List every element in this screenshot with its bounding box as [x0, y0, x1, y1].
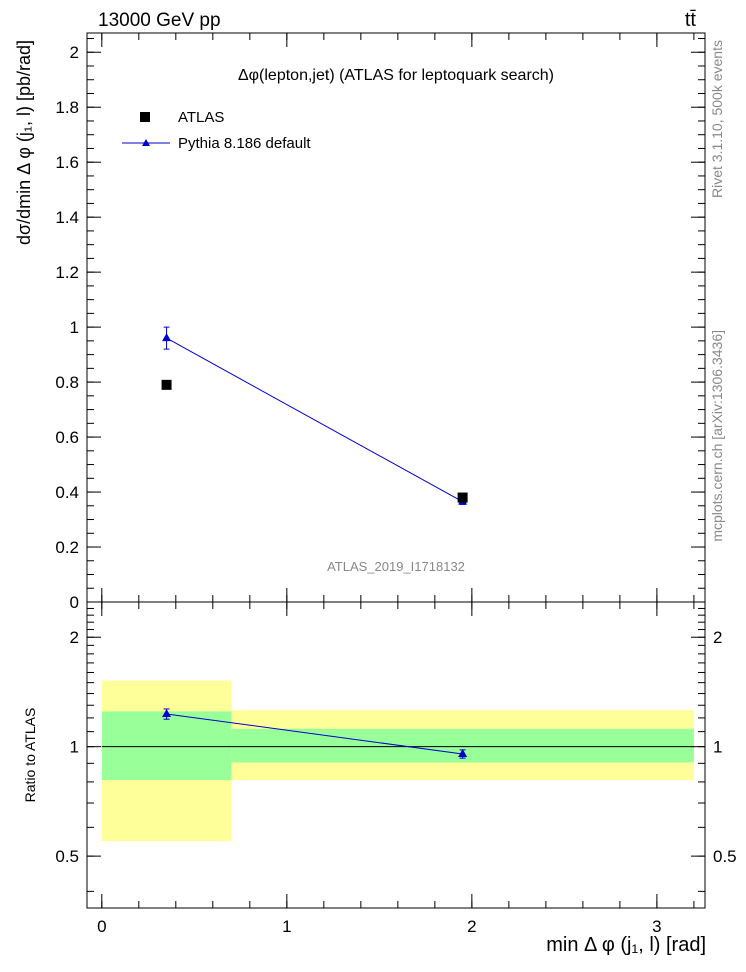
ratio-band-inner-0	[101, 711, 232, 780]
atlas-point	[161, 379, 172, 390]
analysis-label: ATLAS_2019_I1718132	[327, 559, 465, 574]
pythia-series-line	[166, 337, 463, 503]
data-marks	[161, 326, 468, 759]
legend-atlas-marker	[140, 112, 150, 122]
main-y-tick-label: 1	[70, 318, 79, 337]
x-axis-label: min Δ φ (j₁, l) [rad]	[546, 934, 706, 956]
main-y-tick-label: 1.2	[55, 263, 79, 282]
main-y-tick-label: 1.8	[55, 98, 79, 117]
ratio-panel-frame	[86, 601, 706, 909]
ratio-y-tick-label-right: 1	[713, 738, 722, 757]
x-tick-label: 1	[282, 917, 291, 936]
atlas-point	[457, 492, 468, 503]
main-y-tick-label: 1.4	[55, 208, 79, 227]
ratio-y-axis-label: Ratio to ATLAS	[22, 708, 38, 803]
ratio-point	[162, 708, 172, 717]
main-y-tick-label: 0.2	[55, 538, 79, 557]
process-label: tt̄	[685, 9, 697, 31]
ratio-y-tick-label-right: 0.5	[713, 847, 737, 866]
x-tick-label: 2	[467, 917, 476, 936]
ratio-y-tick-label: 0.5	[55, 847, 79, 866]
main-y-tick-label: 0.4	[55, 483, 79, 502]
legend: ATLAS Pythia 8.186 default	[122, 109, 311, 152]
ratio-series-line	[166, 713, 463, 755]
pythia-point	[162, 333, 172, 342]
ratio-y-tick-label-right: 2	[713, 628, 722, 647]
x-tick-label: 3	[652, 917, 661, 936]
main-y-tick-label: 2	[70, 43, 79, 62]
main-y-tick-label: 0	[70, 593, 79, 612]
ratio-y-tick-label: 1	[70, 738, 79, 757]
ratio-y-tick-label: 2	[70, 628, 79, 647]
main-y-tick-label: 1.6	[55, 153, 79, 172]
main-y-tick-label: 0.8	[55, 373, 79, 392]
ratio-bands	[101, 680, 694, 842]
legend-pythia-label: Pythia 8.186 default	[178, 135, 311, 152]
x-tick-label: 0	[97, 917, 106, 936]
energy-label: 13000 GeV pp	[98, 10, 221, 31]
main-y-axis-label: dσ/dmin Δ φ (j₁, l) [pb/rad]	[14, 40, 34, 245]
axes-frames	[86, 32, 706, 909]
ratio-point	[458, 748, 468, 757]
mcplots-label: mcplots.cern.ch [arXiv:1306.3436]	[709, 330, 725, 542]
legend-pythia-marker	[142, 139, 150, 146]
legend-atlas-label: ATLAS	[178, 109, 224, 126]
main-title: Δφ(lepton,jet) (ATLAS for leptoquark sea…	[238, 67, 554, 84]
axis-ticks: 0 0.2 0.4 0.6 0.8 1 1.2 1.4 1.6 1.8 2 0 1 2 3 0.5 0.5 1 1 2…	[55, 33, 737, 936]
main-y-tick-label: 0.6	[55, 428, 79, 447]
rivet-label: Rivet 3.1.10, 500k events	[709, 40, 725, 198]
